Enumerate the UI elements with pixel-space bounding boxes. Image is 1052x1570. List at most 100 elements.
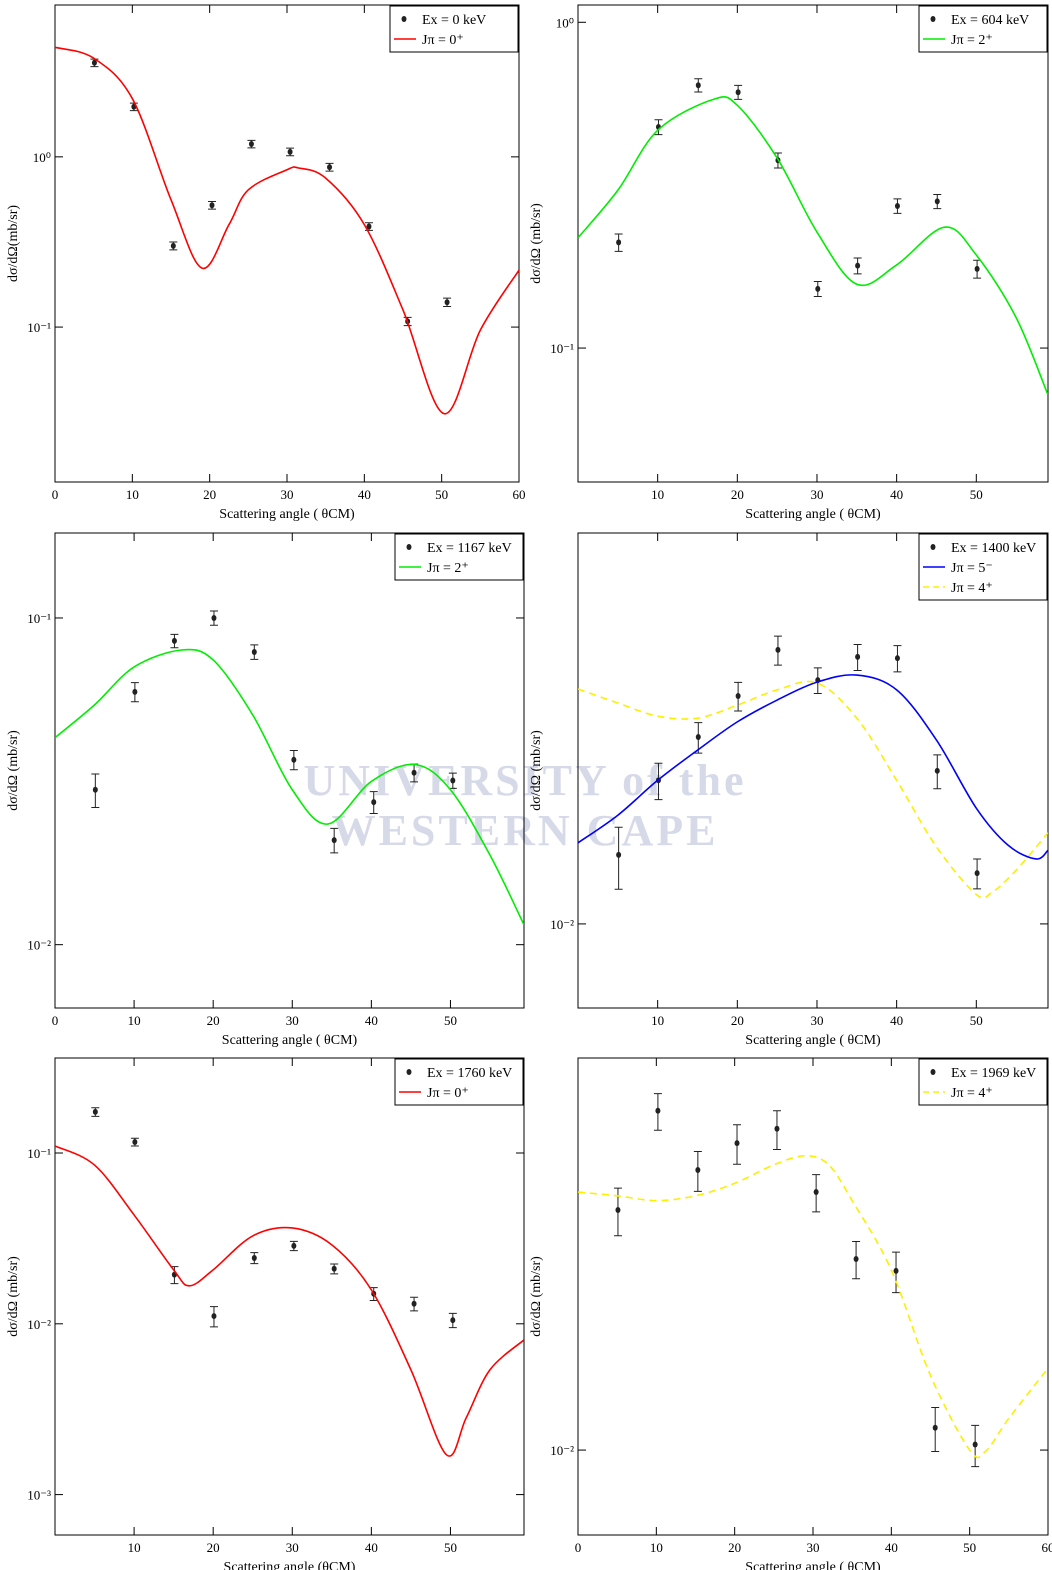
x-tick-label: 0 — [52, 1013, 59, 1028]
x-tick-label: 50 — [444, 1540, 457, 1555]
y-tick-label: 10⁻¹ — [27, 320, 51, 335]
data-point — [92, 1108, 98, 1115]
x-tick-label: 20 — [207, 1013, 220, 1028]
y-tick-label: 10⁻¹ — [27, 611, 51, 626]
fit-curve — [55, 648, 524, 926]
x-tick-label: 20 — [207, 1540, 220, 1555]
x-tick-label: 20 — [731, 487, 744, 502]
x-tick-label: 50 — [435, 487, 448, 502]
data-point — [695, 1167, 701, 1174]
x-tick-label: 0 — [52, 487, 59, 502]
data-point — [171, 637, 177, 644]
legend-label: Ex = 1969 keV — [951, 1066, 1036, 1081]
data-point — [371, 799, 377, 806]
x-tick-label: 30 — [807, 1540, 820, 1555]
data-point — [735, 693, 741, 700]
x-tick-label: 30 — [810, 1013, 823, 1028]
legend-marker — [406, 1069, 412, 1075]
data-point — [251, 1254, 257, 1261]
x-tick-label: 20 — [203, 487, 216, 502]
data-point — [734, 1140, 740, 1147]
legend-box — [389, 5, 519, 53]
x-tick-label: 30 — [286, 1540, 299, 1555]
x-tick-label: 30 — [286, 1013, 299, 1028]
x-tick-label: 10 — [126, 487, 139, 502]
data-point — [695, 82, 701, 89]
data-point — [972, 1441, 978, 1448]
data-point — [366, 223, 372, 230]
x-axis-title: Scattering angle (θCM) — [224, 1560, 356, 1570]
panel: 0 10 20 30 40 50 60 10⁻² Scattering angle ( θCM)… — [529, 1057, 1052, 1570]
x-tick-label: 50 — [970, 487, 983, 502]
data-point — [695, 734, 701, 741]
x-tick-label: 40 — [890, 1013, 903, 1028]
legend-marker — [930, 1069, 936, 1075]
data-point — [974, 265, 980, 272]
fit-curve — [578, 96, 1048, 396]
x-tick-label: 60 — [1042, 1540, 1052, 1555]
data-point — [170, 242, 176, 249]
fit-curve — [55, 1145, 524, 1457]
legend-label: Jπ = 0⁺ — [422, 33, 464, 48]
legend-marker — [930, 544, 936, 550]
data-point — [211, 614, 217, 621]
data-point — [855, 262, 861, 269]
data-point — [735, 89, 741, 96]
y-tick-label: 10⁻³ — [27, 1488, 51, 1503]
plot-frame — [577, 1057, 1049, 1536]
legend-box — [918, 5, 1048, 53]
data-point — [974, 870, 980, 877]
error-bar — [614, 826, 623, 890]
legend-label: Jπ = 2⁺ — [951, 33, 993, 48]
x-tick-label: 50 — [444, 1013, 457, 1028]
y-tick-label: 10⁻¹ — [27, 1146, 51, 1161]
data-point — [287, 148, 293, 155]
plot-area — [578, 1093, 1048, 1468]
data-point — [894, 202, 900, 209]
x-tick-label: 50 — [963, 1540, 976, 1555]
legend-label: Ex = 1167 keV — [427, 541, 512, 556]
x-tick-label: 10 — [651, 487, 664, 502]
y-axis-title: dσ/dΩ (mb/sr) — [6, 1256, 21, 1337]
data-point — [813, 1189, 819, 1196]
y-tick-label: 10⁰ — [556, 15, 574, 30]
data-point — [251, 648, 257, 655]
data-point — [655, 1107, 661, 1114]
x-axis-title: Scattering angle ( θCM) — [219, 507, 355, 522]
plot-area — [55, 610, 524, 926]
x-tick-label: 30 — [810, 487, 823, 502]
legend-label: Ex = 604 keV — [951, 13, 1029, 28]
fit-curve — [578, 674, 1048, 860]
x-tick-label: 10 — [651, 1013, 664, 1028]
legend-box — [394, 1058, 524, 1106]
legend-label: Ex = 1760 keV — [427, 1066, 512, 1081]
plot-area — [55, 1107, 524, 1457]
data-point — [92, 786, 98, 793]
data-point — [450, 777, 456, 784]
data-point — [91, 59, 97, 66]
y-axis-title: dσ/dΩ (mb/sr) — [529, 203, 544, 284]
x-tick-label: 10 — [128, 1013, 141, 1028]
data-point — [615, 1206, 621, 1213]
data-point — [893, 1267, 899, 1274]
panel: 10 20 30 40 50 10⁰ 10⁻¹ Scattering angle ( θCM)… — [529, 4, 1049, 522]
plot-frame — [54, 1057, 525, 1536]
data-point — [411, 1300, 417, 1307]
data-point — [774, 1125, 780, 1132]
x-tick-label: 60 — [513, 487, 526, 502]
data-point — [616, 239, 622, 246]
plot-frame — [577, 532, 1049, 1009]
data-point — [815, 285, 821, 292]
legend-label: Jπ = 5⁻ — [951, 561, 993, 576]
x-axis-title: Scattering angle ( θCM) — [745, 507, 881, 522]
y-axis-title: dσ/dΩ(mb/sr) — [6, 205, 21, 282]
plot-area — [578, 635, 1048, 899]
panel: 10 20 30 40 50 10⁻² Scattering angle ( θCM) dσ/… — [529, 532, 1049, 1048]
x-tick-label: 40 — [365, 1013, 378, 1028]
data-point — [291, 1242, 297, 1249]
panel: 0 10 20 30 40 50 10⁻¹ 10⁻² Scattering angle ( θC… — [6, 532, 525, 1048]
y-tick-label: 10⁻² — [27, 938, 51, 953]
fit-curve — [578, 680, 1048, 899]
y-tick-label: 10⁰ — [33, 150, 51, 165]
